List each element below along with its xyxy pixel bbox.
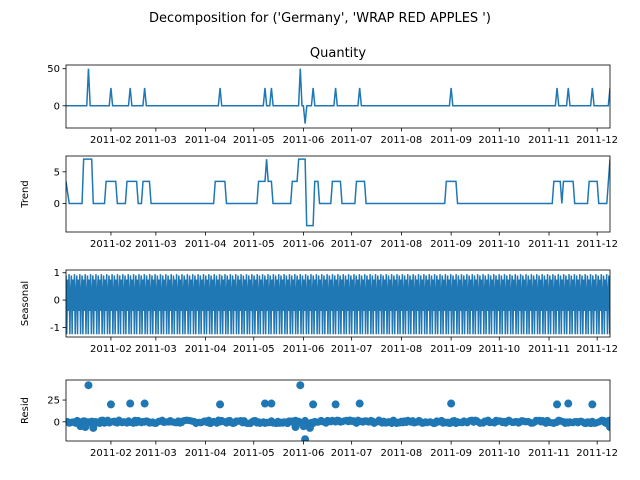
plot-area-4 [66,381,610,441]
x-tick-label: 2011-08 [380,135,422,146]
resid-point [216,400,225,409]
x-tick-label: 2011-12 [576,239,618,250]
x-tick-label: 2011-03 [135,135,177,146]
resid-point [89,423,98,432]
resid-point [301,435,310,441]
x-tick-label: 2011-05 [233,448,275,459]
panel-title-quantity: Quantity [310,46,366,61]
resid-point [553,400,562,409]
resid-point [140,399,149,408]
x-tick-label: 2011-07 [331,239,373,250]
resid-point [260,399,269,408]
y-tick-label: 0 [54,296,60,307]
x-tick-label: 2011-06 [283,239,325,250]
x-tick-label: 2011-03 [135,448,177,459]
y-axis-label-trend: Trend [20,180,31,208]
x-tick-label: 2011-02 [90,448,132,459]
y-tick-label: 1 [54,268,60,279]
axes-frame-2 [65,155,611,233]
resid-point [588,400,597,409]
y-tick-label: 25 [47,396,60,407]
panel-4: 0 25 2011-02 2011-03 2011-04 2011-05 2011-06 20… [20,379,618,459]
plot-area-1 [66,68,610,124]
x-tick-label: 2011-12 [576,448,618,459]
x-tick-label: 2011-10 [478,344,520,355]
x-tick-label: 2011-07 [331,448,373,459]
y-tick-label: 0 [54,199,60,210]
panel-2: 0 5 2011-02 2011-03 2011-04 2011-05 2011-06 201… [20,155,618,250]
x-tick-label: 2011-04 [185,344,227,355]
x-tick-label: 2011-08 [380,344,422,355]
resid-point [355,399,364,408]
x-tick-label: 2011-11 [528,448,570,459]
x-tick-label: 2011-02 [90,135,132,146]
seasonal-series-line [66,274,610,335]
x-tick-label: 2011-06 [283,344,325,355]
y-tick-label: 50 [47,64,60,75]
y-axis-label-seasonal: Seasonal [20,281,31,326]
panel-3: -1 0 1 2011-02 2011-03 2011-04 2011-05 2011-06 2… [20,268,618,355]
x-tick-label: 2011-08 [380,448,422,459]
resid-point [309,400,318,409]
resid-point [564,399,573,408]
figure-title: Decomposition for ('Germany', 'WRAP RED … [149,11,491,26]
resid-point [299,422,308,431]
plot-area-3 [66,274,610,335]
resid-point [296,381,305,390]
resid-point [106,400,115,409]
resid-point [305,423,314,432]
x-tick-label: 2011-03 [135,344,177,355]
x-tick-label: 2011-02 [90,344,132,355]
x-tick-label: 2011-09 [430,344,472,355]
x-tick-label: 2011-10 [478,448,520,459]
y-tick-label: 5 [54,167,60,178]
x-tick-label: 2011-12 [576,135,618,146]
plot-area-2 [66,158,610,227]
panel-1: 0 50 2011-02 2011-03 2011-04 2011-05 2011-06 20… [47,64,618,146]
resid-point [447,399,456,408]
y-tick-label: 0 [54,101,60,112]
axes-frame-3 [65,269,611,338]
x-tick-label: 2011-11 [528,344,570,355]
resid-point [291,423,300,432]
x-tick-label: 2011-04 [185,239,227,250]
x-tick-label: 2011-07 [331,344,373,355]
x-tick-label: 2011-11 [528,135,570,146]
resid-point [126,399,135,408]
x-tick-label: 2011-06 [283,448,325,459]
resid-point [606,423,610,432]
x-tick-label: 2011-11 [528,239,570,250]
x-tick-label: 2011-12 [576,344,618,355]
x-tick-label: 2011-05 [233,239,275,250]
quantity-series-line [66,68,610,124]
resid-point [84,381,93,390]
resid-point [81,423,90,432]
x-tick-label: 2011-05 [233,135,275,146]
axes-frame-1 [65,64,611,129]
x-tick-label: 2011-06 [283,135,325,146]
resid-point [606,416,610,424]
y-tick-label: -1 [50,323,60,334]
x-tick-label: 2011-03 [135,239,177,250]
x-tick-label: 2011-02 [90,239,132,250]
x-tick-label: 2011-09 [430,448,472,459]
x-tick-label: 2011-09 [430,135,472,146]
resid-point [267,399,276,408]
resid-point [331,400,340,409]
y-axis-label-resid: Resid [20,397,31,424]
x-tick-label: 2011-10 [478,135,520,146]
x-tick-label: 2011-10 [478,239,520,250]
y-tick-label: 0 [54,417,60,428]
x-tick-label: 2011-09 [430,239,472,250]
trend-series-line [66,158,610,227]
x-tick-label: 2011-08 [380,239,422,250]
x-tick-label: 2011-04 [185,135,227,146]
x-tick-label: 2011-04 [185,448,227,459]
axes-frame-4 [65,379,611,442]
x-tick-label: 2011-07 [331,135,373,146]
x-tick-label: 2011-05 [233,344,275,355]
